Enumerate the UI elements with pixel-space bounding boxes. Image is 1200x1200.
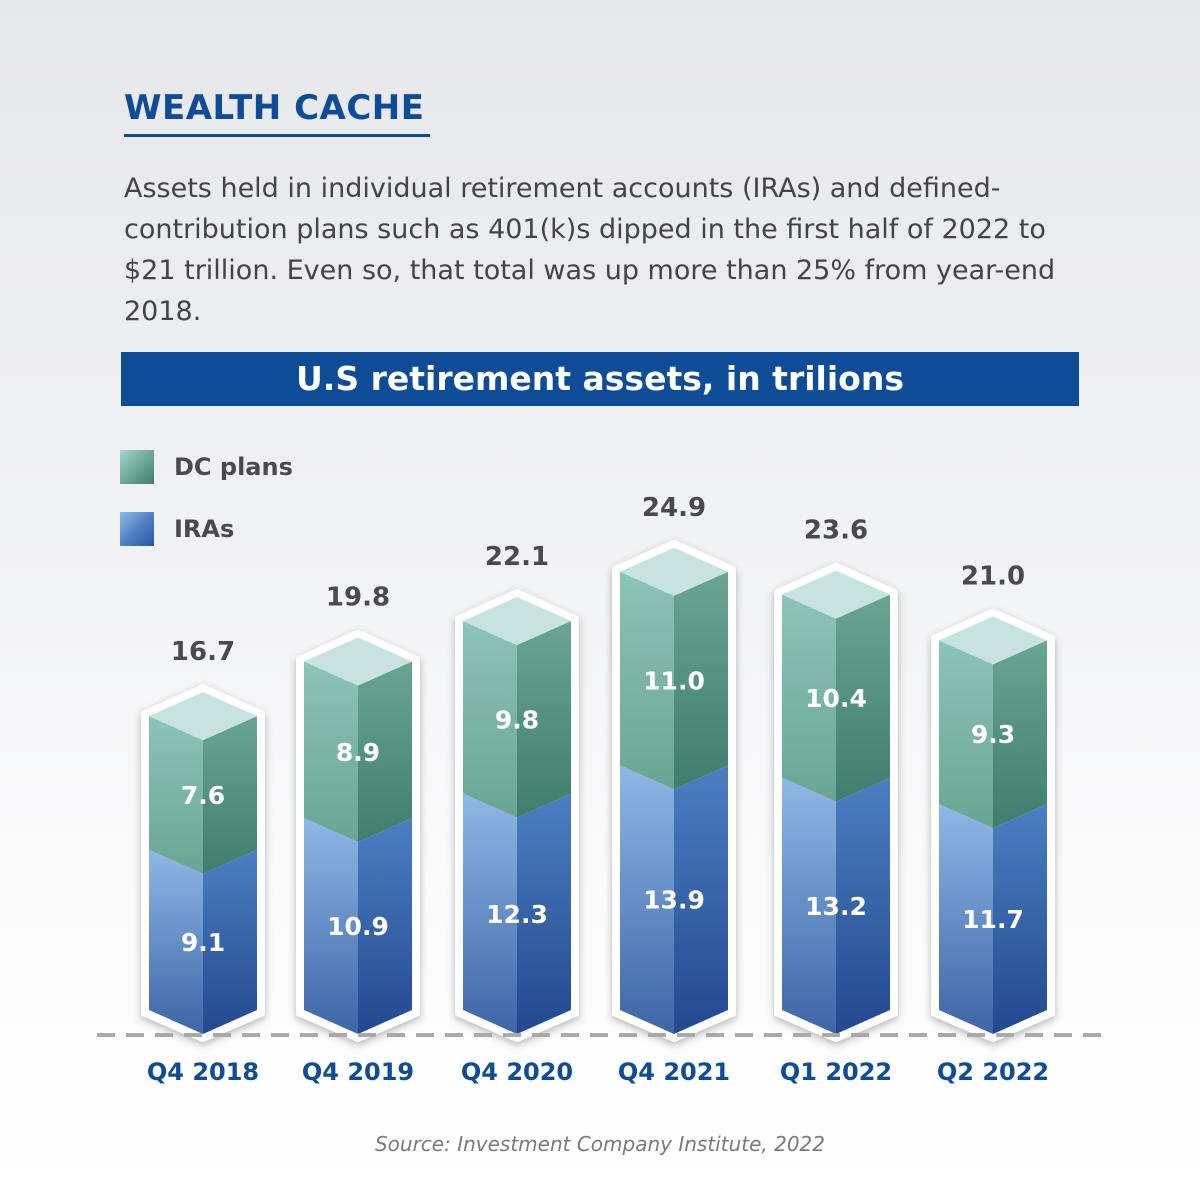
- label-total-value: 19.8: [326, 583, 390, 613]
- legend-label-iras: IRAs: [174, 515, 235, 543]
- bar-iras-right-face: [993, 804, 1047, 1034]
- chart-title: U.S retirement assets, in trilions: [296, 359, 904, 398]
- column-top-face: [620, 547, 728, 596]
- label-iras-value: 10.9: [327, 912, 389, 941]
- x-axis-tick-label: Q1 2022: [780, 1058, 892, 1086]
- bar-dc-plans-left-face: [939, 640, 993, 829]
- column-q4-2020: 12.3 9.8 22.1 Q4 2020: [455, 542, 579, 1086]
- column-q1-2022: 13.2 10.4 23.6 Q1 2022: [774, 516, 898, 1086]
- label-dc-plans-value: 9.8: [495, 705, 539, 734]
- bar-iras-right-face: [203, 849, 257, 1034]
- label-total-value: 16.7: [171, 637, 235, 667]
- label-total-value: 23.6: [804, 516, 868, 546]
- bar-iras-left-face: [620, 765, 674, 1034]
- bar-dc-plans-left-face: [149, 716, 203, 874]
- bar-iras-left-face: [304, 818, 358, 1034]
- x-axis-tick-label: Q4 2020: [461, 1058, 573, 1086]
- x-axis-tick-label: Q4 2018: [147, 1058, 259, 1086]
- column-q4-2018: 9.1 7.6 16.7 Q4 2018: [141, 637, 265, 1086]
- page-title: WEALTH CACHE: [124, 88, 425, 128]
- legend-label-dc-plans: DC plans: [174, 453, 293, 481]
- bar-dc-plans-right-face: [517, 621, 571, 818]
- description-text: Assets held in individual retirement acc…: [124, 173, 1056, 327]
- source-note: Source: Investment Company Institute, 20…: [374, 1132, 826, 1156]
- bar-dc-plans-right-face: [203, 716, 257, 874]
- legend-swatch-iras: [120, 512, 154, 546]
- x-axis-tick-label: Q4 2021: [618, 1058, 730, 1086]
- label-iras-value: 12.3: [486, 900, 548, 929]
- label-total-value: 22.1: [485, 542, 549, 572]
- bar-dc-plans-right-face: [993, 640, 1047, 829]
- column-top-face: [149, 692, 257, 741]
- bar-dc-plans-left-face: [782, 594, 836, 802]
- legend-swatch-dc-plans: [120, 450, 154, 484]
- label-iras-value: 13.2: [805, 892, 867, 921]
- bar-iras-left-face: [939, 804, 993, 1034]
- column-top-face: [939, 616, 1047, 665]
- bar-iras-right-face: [517, 793, 571, 1034]
- bar-iras-left-face: [149, 849, 203, 1034]
- bar-iras-right-face: [674, 765, 728, 1034]
- label-iras-value: 13.9: [643, 886, 705, 915]
- bar-dc-plans-right-face: [674, 571, 728, 790]
- label-dc-plans-value: 10.4: [805, 684, 867, 713]
- label-dc-plans-value: 7.6: [181, 781, 225, 810]
- bar-iras-right-face: [836, 777, 890, 1034]
- x-axis-tick-label: Q2 2022: [937, 1058, 1049, 1086]
- chart-title-banner: U.S retirement assets, in trilions: [121, 352, 1079, 406]
- bar-iras-right-face: [358, 818, 412, 1034]
- bar-dc-plans-left-face: [620, 571, 674, 790]
- label-total-value: 21.0: [961, 561, 1025, 591]
- x-axis-tick-label: Q4 2019: [302, 1058, 414, 1086]
- label-total-value: 24.9: [642, 493, 706, 523]
- column-top-face: [782, 570, 890, 619]
- bar-iras-left-face: [463, 793, 517, 1034]
- bar-dc-plans-right-face: [358, 661, 412, 843]
- label-dc-plans-value: 8.9: [336, 738, 380, 767]
- label-iras-value: 11.7: [962, 905, 1024, 934]
- bar-dc-plans-left-face: [463, 621, 517, 818]
- label-dc-plans-value: 11.0: [643, 667, 705, 696]
- bar-iras-left-face: [782, 777, 836, 1034]
- column-q4-2019: 10.9 8.9 19.8 Q4 2019: [296, 583, 420, 1086]
- column-top-face: [304, 637, 412, 686]
- label-iras-value: 9.1: [181, 928, 225, 957]
- title-underline: [124, 134, 430, 137]
- column-q2-2022: 11.7 9.3 21.0 Q2 2022: [931, 561, 1055, 1086]
- label-dc-plans-value: 9.3: [971, 720, 1015, 749]
- bar-dc-plans-left-face: [304, 661, 358, 843]
- column-q4-2021: 13.9 11.0 24.9 Q4 2021: [612, 493, 736, 1086]
- bar-dc-plans-right-face: [836, 594, 890, 802]
- column-top-face: [463, 597, 571, 646]
